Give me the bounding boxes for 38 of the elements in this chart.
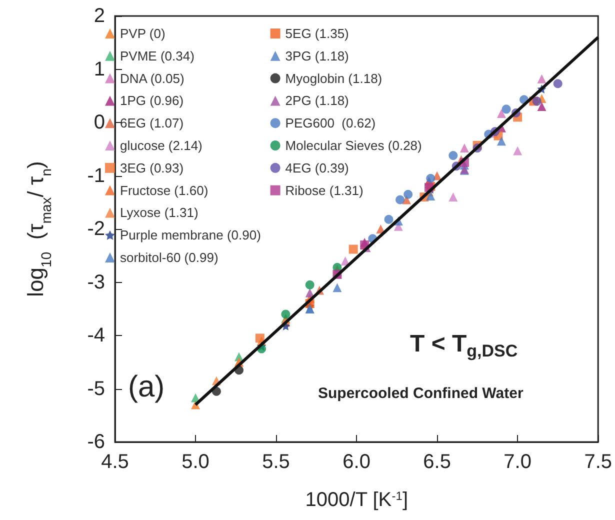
legend-label: Molecular Sieves (0.28) (285, 138, 422, 153)
legend-label: 2PG (1.18) (285, 93, 349, 108)
x-tick-label: 7.5 (584, 451, 612, 473)
legend-label: Fructose (1.60) (120, 182, 208, 198)
legend-label: 5EG (1.35) (285, 26, 349, 41)
x-tick-label: 7.0 (504, 451, 532, 473)
y-tick-label: -5 (87, 378, 105, 400)
x-tick-label: 6.0 (342, 451, 370, 473)
legend-label: sorbitol-60 (0.99) (120, 250, 218, 265)
legend-label: Ribose (1.31) (285, 182, 364, 198)
legend-label: 3EG (0.93) (120, 160, 184, 176)
x-tick-label: 5.5 (262, 451, 290, 473)
x-tick-label: 4.5 (101, 451, 129, 473)
legend-label: glucose (2.14) (120, 138, 202, 153)
legend-label: DNA (0.05) (120, 70, 184, 86)
y-tick-label: -2 (87, 218, 105, 240)
legend-label: 6EG (1.07) (120, 116, 184, 131)
y-tick-label: -1 (87, 164, 105, 187)
legend-label: 3PG (1.18) (285, 48, 349, 64)
legend-label: PEG600 (0.62) (285, 116, 376, 131)
legend-label: 4EG (0.39) (285, 160, 349, 176)
legend-label: Lyxose (1.31) (120, 205, 198, 220)
x-tick-label: 5.0 (182, 451, 210, 473)
y-tick-label: 0 (94, 112, 105, 134)
legend-label: PVME (0.34) (120, 48, 194, 64)
y-tick-label: 2 (94, 5, 105, 27)
legend-label: Purple membrane (0.90) (120, 228, 261, 243)
x-tick-label: 6.5 (423, 451, 451, 473)
annotation: Supercooled Confined Water (318, 385, 524, 402)
legend-label: PVP (0) (120, 26, 166, 41)
y-tick-label: -4 (87, 324, 105, 346)
y-tick-label: -3 (87, 271, 105, 294)
y-tick-label: 1 (94, 58, 105, 80)
legend-label: 1PG (0.96) (120, 93, 184, 108)
annotation: (a) (128, 370, 165, 404)
y-tick-label: -6 (87, 431, 105, 453)
y-axis-title: log10 (τmax/ τn) (22, 161, 54, 297)
legend-label: Myoglobin (1.18) (285, 70, 382, 86)
